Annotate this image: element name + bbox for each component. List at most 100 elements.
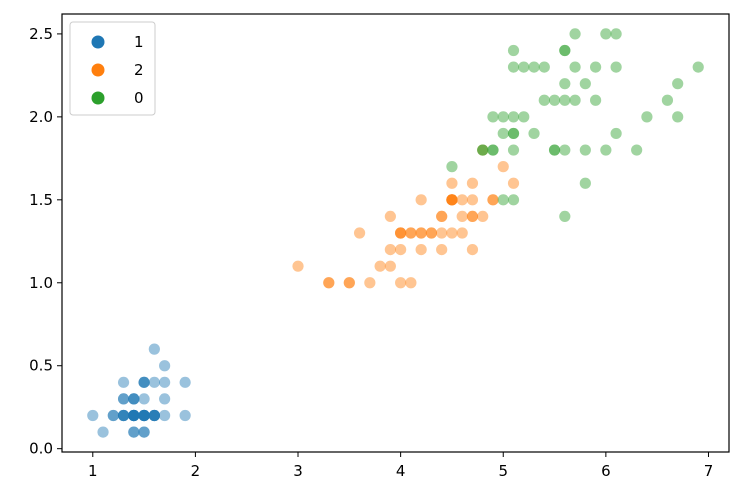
- data-point: [159, 360, 171, 372]
- data-point: [446, 161, 458, 173]
- data-point: [148, 376, 160, 388]
- data-point: [487, 111, 499, 123]
- data-point: [395, 227, 407, 239]
- data-point: [538, 61, 550, 73]
- points-layer: [87, 28, 704, 438]
- data-point: [395, 227, 407, 239]
- data-point: [559, 78, 571, 90]
- data-point: [466, 210, 479, 223]
- data-point: [128, 393, 140, 405]
- data-point: [487, 144, 499, 156]
- data-point: [436, 210, 448, 223]
- data-point: [579, 177, 591, 189]
- data-point: [343, 277, 355, 289]
- data-point: [128, 409, 140, 422]
- data-point: [117, 409, 130, 422]
- data-point: [672, 78, 684, 90]
- data-point: [487, 144, 499, 156]
- data-point: [518, 111, 530, 123]
- data-point: [138, 376, 150, 388]
- data-point: [610, 61, 622, 73]
- data-point: [138, 409, 150, 422]
- data-point: [661, 94, 674, 106]
- data-point: [590, 61, 602, 73]
- y-axis: 0.0 0.5 1.0 1.5 2.0 2.5: [29, 25, 62, 458]
- data-point: [569, 61, 581, 73]
- data-point: [415, 243, 427, 256]
- y-tick-label: 1.5: [29, 191, 53, 209]
- data-point: [395, 227, 407, 239]
- data-point: [292, 260, 304, 272]
- y-tick-label: 2.0: [29, 108, 53, 126]
- data-point: [353, 227, 366, 239]
- data-point: [507, 44, 520, 57]
- data-point: [107, 409, 119, 422]
- data-point: [600, 144, 612, 156]
- data-point: [610, 28, 622, 40]
- data-point: [436, 210, 448, 223]
- data-point: [128, 409, 140, 422]
- data-point: [579, 78, 591, 90]
- legend-marker: [91, 91, 105, 105]
- data-point: [128, 409, 140, 422]
- x-tick-label: 2: [191, 462, 201, 480]
- data-point: [559, 144, 571, 156]
- data-point: [405, 227, 417, 239]
- data-point: [518, 61, 530, 73]
- data-point: [579, 144, 591, 156]
- data-point: [446, 194, 458, 206]
- data-point: [436, 243, 448, 256]
- data-point: [672, 111, 684, 123]
- data-point: [395, 277, 407, 289]
- legend: 1 2 0: [69, 21, 156, 116]
- data-point: [477, 144, 489, 156]
- data-point: [631, 144, 643, 156]
- data-point: [395, 243, 407, 256]
- data-point: [138, 409, 150, 422]
- data-point: [117, 409, 130, 422]
- data-point: [466, 194, 479, 206]
- data-point: [148, 409, 160, 422]
- axes-frame: [61, 13, 730, 453]
- data-point: [477, 144, 489, 156]
- data-point: [507, 127, 520, 140]
- data-point: [138, 409, 150, 422]
- data-point: [117, 393, 130, 405]
- x-tick-label: 1: [88, 462, 98, 480]
- data-point: [364, 277, 376, 289]
- data-point: [415, 227, 427, 239]
- legend-box: [69, 21, 156, 116]
- data-point: [159, 376, 171, 388]
- data-point: [138, 376, 150, 388]
- legend-marker: [91, 63, 105, 77]
- data-point: [507, 61, 520, 73]
- data-point: [343, 277, 355, 289]
- data-point: [128, 426, 140, 438]
- data-point: [128, 409, 140, 422]
- data-point: [507, 127, 520, 140]
- y-tick-label: 0.0: [29, 440, 53, 458]
- data-point: [323, 277, 335, 289]
- data-point: [384, 210, 396, 223]
- data-point: [107, 409, 119, 422]
- data-point: [507, 177, 520, 189]
- data-point: [692, 61, 704, 73]
- data-point: [159, 393, 171, 405]
- data-point: [559, 44, 571, 57]
- legend-label: 1: [134, 33, 144, 51]
- data-point: [117, 409, 130, 422]
- x-tick-label: 6: [601, 462, 611, 480]
- data-point: [374, 260, 386, 272]
- data-point: [415, 227, 427, 239]
- data-point: [323, 277, 335, 289]
- data-point: [179, 376, 191, 388]
- data-point: [436, 227, 448, 239]
- data-point: [405, 277, 417, 289]
- data-point: [456, 210, 468, 223]
- data-point: [477, 144, 489, 156]
- data-point: [446, 194, 458, 206]
- data-point: [138, 393, 150, 405]
- data-point: [497, 194, 509, 206]
- y-tick-label: 0.5: [29, 357, 53, 375]
